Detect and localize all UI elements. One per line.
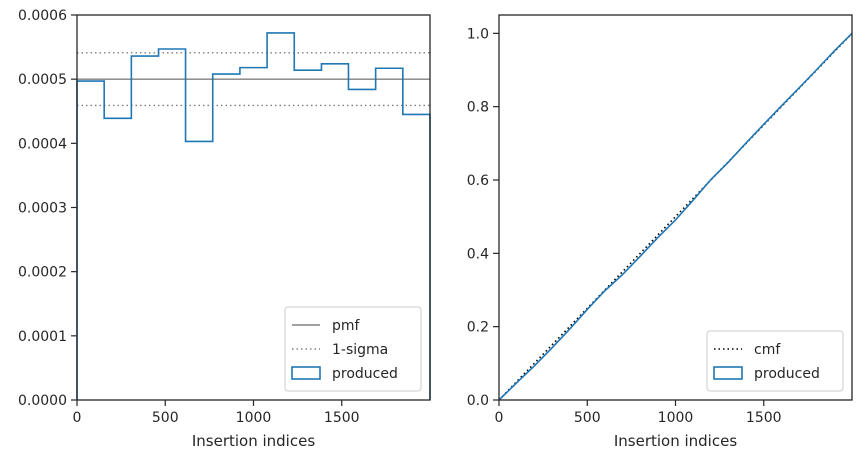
y-tick-label: 0.4 xyxy=(467,246,489,262)
legend-label-produced: produced xyxy=(332,366,398,382)
legend: cmf produced xyxy=(706,330,844,392)
x-tick-label: 1000 xyxy=(658,410,694,426)
chart-panel-1: 0 500 1000 1500 0.0000 0.0001 0.0002 0.0003 0.00… xyxy=(18,8,431,450)
series-produced xyxy=(498,32,853,401)
y-tick-label: 0.0 xyxy=(467,393,489,409)
y-tick-label: 0.2 xyxy=(467,320,489,336)
chart-panel-2: 0 500 1000 1500 0.0 0.2 0.4 0.6 0.8 1.0 Insertion … xyxy=(467,14,853,450)
legend-marker-produced xyxy=(713,366,743,380)
x-tick-label: 0 xyxy=(73,410,82,426)
axes-frame xyxy=(76,14,431,401)
x-tick-label: 0 xyxy=(495,410,504,426)
legend-box xyxy=(706,330,844,392)
legend-box xyxy=(284,306,422,392)
y-tick-label: 0.0000 xyxy=(18,393,67,409)
legend-marker-produced xyxy=(291,366,321,380)
y-tick-label: 0.0002 xyxy=(18,265,67,281)
y-tick-label: 1.0 xyxy=(467,26,489,42)
y-tick-label: 0.0006 xyxy=(18,8,67,24)
series-produced xyxy=(76,32,431,400)
x-tick-label: 1500 xyxy=(746,410,782,426)
x-tick-label: 500 xyxy=(574,410,601,426)
x-tick-label: 1500 xyxy=(324,410,360,426)
y-tick-label: 0.0003 xyxy=(18,201,67,217)
x-tick-label: 1000 xyxy=(236,410,272,426)
axes-frame xyxy=(498,14,853,401)
x-tick-label: 500 xyxy=(152,410,179,426)
y-tick-label: 0.0005 xyxy=(18,72,67,88)
y-tick-label: 0.0001 xyxy=(18,329,67,345)
y-tick-label: 0.6 xyxy=(467,173,489,189)
legend-label-pmf: pmf xyxy=(332,318,361,334)
legend-label-produced: produced xyxy=(754,366,820,382)
legend: pmf 1-sigma produced xyxy=(284,306,422,392)
x-axis-label: Insertion indices xyxy=(614,432,737,450)
legend-label-cmf: cmf xyxy=(754,342,781,358)
legend-label-1-sigma: 1-sigma xyxy=(332,342,388,358)
x-axis-label: Insertion indices xyxy=(192,432,315,450)
y-tick-label: 0.8 xyxy=(467,100,489,116)
y-tick-label: 0.0004 xyxy=(18,136,67,152)
